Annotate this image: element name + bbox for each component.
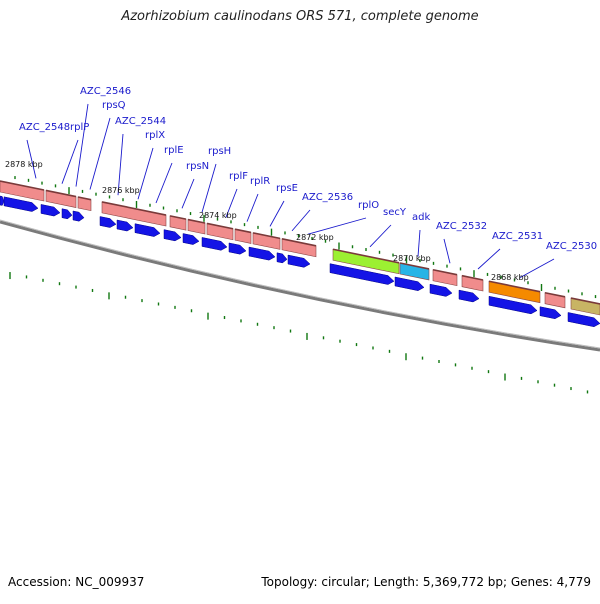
label-leader bbox=[117, 133, 124, 196]
cds-arrow bbox=[3, 196, 39, 212]
cds-arrow bbox=[429, 283, 453, 297]
label-leader bbox=[137, 147, 154, 200]
cds-arrow bbox=[134, 223, 161, 237]
kbp-label: 2876 kbp bbox=[102, 186, 140, 195]
label-leader bbox=[89, 117, 111, 190]
label-leader bbox=[155, 162, 173, 204]
label-leader bbox=[519, 258, 555, 278]
label-leader bbox=[26, 139, 37, 179]
cds-arrow bbox=[248, 246, 276, 261]
cds-arrow bbox=[61, 208, 73, 220]
gene-label: AZC_2532 bbox=[436, 221, 487, 232]
gene-label: rpsH bbox=[208, 146, 231, 157]
gene-label: rpsE bbox=[276, 183, 298, 194]
gene-label: rplX bbox=[145, 130, 165, 141]
cds-arrow bbox=[40, 204, 61, 217]
feature-segment-edge bbox=[544, 291, 566, 298]
kbp-label: 2870 kbp bbox=[393, 254, 431, 263]
feature-segment-edge bbox=[234, 228, 252, 234]
kbp-scale-labels: 2878 kbp 2876 kbp 2874 kbp 2872 kbp 2870 kbp… bbox=[5, 160, 529, 282]
backbone-inner bbox=[0, 219, 600, 349]
genome-summary-text: Topology: circular; Length: 5,369,772 bp… bbox=[261, 575, 591, 589]
cds-arrow bbox=[567, 312, 600, 328]
feature-segment-edge bbox=[101, 201, 167, 216]
cds-arrow bbox=[0, 195, 5, 206]
rrna-feature-track bbox=[0, 180, 600, 316]
label-leader bbox=[291, 209, 311, 232]
feature-segment-edge bbox=[77, 196, 92, 201]
gene-label: rpsN bbox=[186, 161, 209, 172]
cds-arrow bbox=[329, 263, 395, 285]
cds-arrow bbox=[228, 242, 247, 255]
cds-arrow bbox=[116, 219, 134, 232]
cds-arrow bbox=[99, 216, 117, 228]
gene-label: rplP bbox=[70, 122, 89, 133]
gene-label: rpsQ bbox=[102, 100, 126, 111]
label-leader bbox=[61, 139, 79, 184]
feature-segment-edge bbox=[0, 180, 45, 191]
feature-segment-edge bbox=[399, 262, 430, 270]
gene-label: rplO bbox=[358, 200, 379, 211]
label-leader bbox=[246, 193, 259, 222]
feature-segment-edge bbox=[281, 238, 317, 247]
gene-label: AZC_2530 bbox=[546, 241, 597, 252]
map-title: Azorhizobium caulinodans ORS 571, comple… bbox=[121, 9, 479, 24]
label-leader bbox=[225, 188, 238, 218]
label-leader bbox=[201, 163, 217, 213]
cds-arrow bbox=[276, 252, 288, 264]
feature-segment-edge bbox=[45, 189, 77, 198]
label-leader bbox=[443, 238, 451, 264]
gene-label: adk bbox=[412, 212, 430, 223]
cds-arrow bbox=[539, 306, 562, 320]
cds-arrow bbox=[163, 229, 182, 242]
label-leader bbox=[181, 178, 195, 209]
cds-arrow bbox=[72, 210, 85, 222]
gene-label-track: AZC_2548 rplP AZC_2546 rpsQ AZC_2544 rplX rplE… bbox=[19, 86, 597, 278]
feature-segment-edge bbox=[432, 268, 458, 276]
cds-arrow bbox=[201, 237, 228, 251]
feature-segment-edge bbox=[252, 232, 281, 240]
label-leader bbox=[307, 217, 367, 235]
cds-arrow bbox=[488, 295, 538, 315]
feature-segment-edge bbox=[187, 218, 206, 224]
gene-label: AZC_2531 bbox=[492, 231, 543, 242]
feature-segment-edge bbox=[332, 248, 400, 264]
tick-track bbox=[9, 176, 597, 394]
gene-label: rplR bbox=[250, 176, 270, 187]
cds-arrow bbox=[458, 289, 480, 303]
label-leader bbox=[369, 224, 392, 248]
gene-label: AZC_2548 bbox=[19, 122, 70, 133]
label-leader bbox=[477, 248, 501, 270]
gene-label: rplE bbox=[164, 145, 184, 156]
label-leader bbox=[417, 229, 421, 257]
feature-segment-edge bbox=[461, 274, 484, 281]
kbp-label: 2878 kbp bbox=[5, 160, 43, 169]
gene-label: AZC_2546 bbox=[80, 86, 131, 97]
feature-segment-edge bbox=[488, 280, 541, 293]
feature-segment-edge bbox=[169, 215, 187, 220]
cds-arrow bbox=[287, 254, 311, 268]
gene-label: AZC_2536 bbox=[302, 192, 353, 203]
feature-segment-edge bbox=[570, 297, 600, 305]
feature-segment-edge bbox=[206, 222, 234, 230]
accession-text: Accession: NC_009937 bbox=[8, 575, 145, 589]
cds-arrow bbox=[394, 276, 425, 291]
backbone-outer bbox=[0, 220, 600, 352]
cds-arrow-track bbox=[0, 195, 600, 328]
gene-label: rplF bbox=[229, 171, 248, 182]
kbp-label: 2872 kbp bbox=[296, 233, 334, 242]
cds-arrow bbox=[182, 233, 200, 245]
label-leader bbox=[75, 103, 89, 187]
label-leader bbox=[269, 200, 285, 227]
gene-label: secY bbox=[383, 207, 407, 218]
gene-label: AZC_2544 bbox=[115, 116, 166, 127]
kbp-label: 2874 kbp bbox=[199, 211, 237, 220]
kbp-label: 2868 kbp bbox=[491, 273, 529, 282]
